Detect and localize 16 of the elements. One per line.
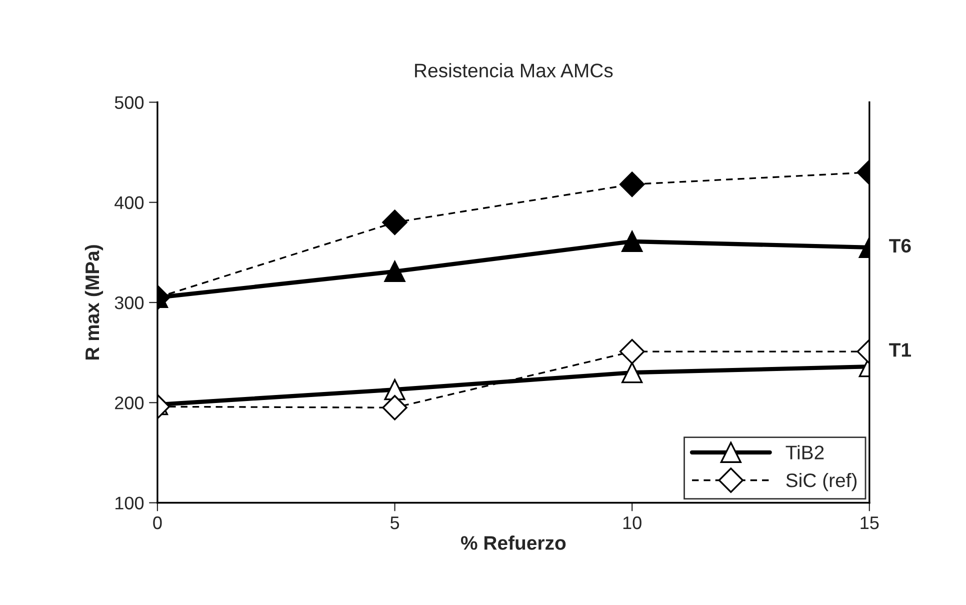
y-tick-label: 200	[115, 396, 144, 410]
y-tick-label: 400	[114, 196, 144, 210]
y-tick-label: 300	[114, 296, 144, 310]
y-axis-title: R max (MPa)	[84, 245, 104, 360]
x-tick-label: 10	[623, 516, 642, 530]
legend-label: SiC (ref)	[786, 472, 857, 492]
x-axis-title: % Refuerzo	[460, 536, 566, 550]
y-tick-label: 100	[116, 496, 144, 510]
annotation: T1	[889, 343, 911, 357]
legend-label: TiB2	[786, 445, 824, 460]
x-tick-label: 5	[390, 516, 400, 530]
x-tick-label: 0	[153, 516, 162, 530]
chart-title: Resistencia Max AMCs	[415, 63, 613, 78]
annotation: T6	[889, 238, 911, 253]
y-tick-label: 500	[114, 96, 144, 109]
x-tick-label: 15	[860, 516, 879, 530]
